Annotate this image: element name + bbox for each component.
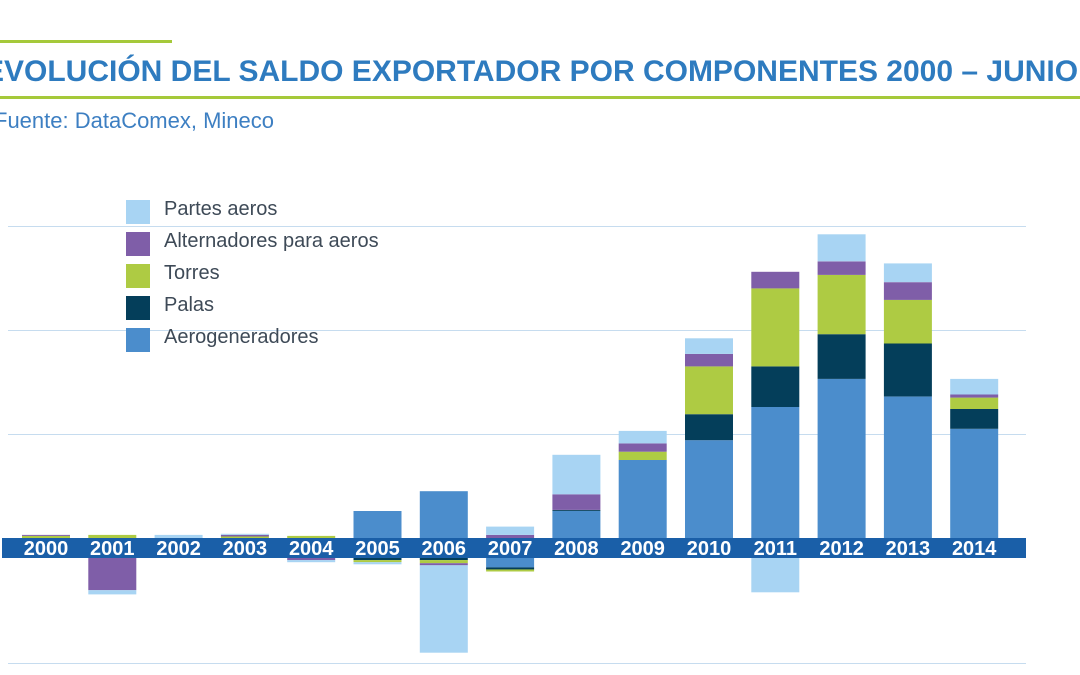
x-tick-label-2006: 2006	[422, 538, 467, 560]
chart-title: EVOLUCIÓN DEL SALDO EXPORTADOR POR COMPO…	[0, 52, 1080, 92]
bar-segment-alternadores-2003	[220, 534, 269, 537]
chart-title-text: EVOLUCIÓN DEL SALDO EXPORTADOR POR COMPO…	[0, 55, 1080, 88]
bar-segment-partes_aeros-2003	[220, 533, 269, 535]
bar-segment-aerogeneradores-2008	[552, 511, 601, 538]
bar-segment-alternadores-2014	[950, 394, 999, 398]
bar-segment-alternadores-2000	[22, 534, 70, 536]
legend-label: Alternadores para aeros	[164, 230, 379, 252]
bar-segment-alternadores-2008	[552, 494, 601, 510]
bar-segment-torres-2007	[486, 569, 535, 572]
bar-segment-partes_aeros-2009	[618, 430, 667, 444]
legend-swatch	[126, 232, 150, 256]
legend-swatch	[126, 264, 150, 288]
x-tick-label-2014: 2014	[952, 538, 997, 560]
bar-segment-torres-2004	[287, 535, 336, 538]
x-tick-label-2001: 2001	[90, 538, 135, 560]
legend-swatch	[126, 328, 150, 352]
bar-segment-aerogeneradores-2010	[685, 440, 733, 538]
bar-segment-torres-2011	[751, 288, 800, 367]
bar-segment-partes_aeros-2001	[88, 590, 137, 595]
bar-segment-partes_aeros-2012	[817, 234, 866, 262]
bar-segment-alternadores-2012	[817, 261, 866, 275]
bars-layer	[22, 234, 999, 653]
bar-segment-aerogeneradores-2005	[353, 511, 402, 538]
bar-segment-partes_aeros-2013	[883, 263, 932, 283]
bar-segment-palas-2014	[950, 409, 999, 429]
bar-segment-palas-2010	[685, 414, 733, 441]
bar-segment-alternadores-2001	[88, 558, 137, 591]
legend-label: Partes aeros	[164, 198, 278, 220]
bar-segment-alternadores-2009	[618, 443, 667, 452]
bar-segment-aerogeneradores-2009	[618, 460, 667, 538]
bar-segment-partes_aeros-2002	[154, 534, 203, 538]
legend-label: Aerogeneradores	[164, 326, 319, 348]
grid-layer	[8, 226, 1026, 664]
legend-swatch	[126, 200, 150, 224]
bar-segment-palas-2005	[353, 558, 402, 561]
x-tick-label-2007: 2007	[488, 538, 533, 560]
bar-segment-partes_aeros-2008	[552, 454, 601, 495]
bar-segment-partes_aeros-2014	[950, 378, 999, 395]
x-tick-label-2009: 2009	[620, 538, 665, 560]
bar-segment-partes_aeros-2007	[486, 526, 535, 535]
x-tick-label-2008: 2008	[554, 538, 599, 560]
bar-segment-aerogeneradores-2011	[751, 407, 800, 538]
bar-segment-torres-2005	[353, 560, 402, 563]
bar-segment-alternadores-2004	[287, 558, 336, 561]
bar-segment-torres-2001	[88, 534, 137, 538]
bar-segment-alternadores-2013	[883, 282, 932, 300]
bar-segment-torres-2009	[618, 451, 667, 460]
bar-segment-partes_aeros-2006	[419, 565, 468, 653]
x-tick-label-2002: 2002	[156, 538, 201, 560]
bar-segment-aerogeneradores-2012	[817, 378, 866, 538]
bar-segment-torres-2013	[883, 299, 932, 344]
bar-segment-partes_aeros-2004	[287, 560, 336, 563]
bar-segment-palas-2007	[486, 567, 535, 570]
x-tick-label-2005: 2005	[355, 538, 400, 560]
bar-segment-aerogeneradores-2007	[486, 558, 535, 568]
x-tick-label-2003: 2003	[223, 538, 268, 560]
bar-segment-aerogeneradores-2014	[950, 428, 999, 538]
x-tick-label-2012: 2012	[819, 538, 864, 560]
legend-label: Palas	[164, 294, 215, 316]
bar-segment-palas-2013	[883, 343, 932, 397]
bar-segment-palas-2011	[751, 366, 800, 407]
x-tick-label-2013: 2013	[886, 538, 931, 560]
source-note: Fuente: DataComex, Mineco	[0, 108, 275, 133]
bar-segment-alternadores-2006	[419, 563, 468, 566]
legend-label: Torres	[164, 262, 220, 284]
x-tick-label-2011: 2011	[754, 538, 797, 560]
bar-segment-torres-2014	[950, 397, 999, 409]
bar-segment-alternadores-2007	[486, 534, 535, 538]
x-tick-label-2010: 2010	[687, 538, 732, 560]
bar-segment-aerogeneradores-2006	[419, 491, 468, 538]
bar-segment-partes_aeros-2005	[353, 562, 402, 565]
accent-rule-top	[0, 40, 172, 43]
bar-segment-partes_aeros-2010	[685, 338, 733, 354]
bar-segment-aerogeneradores-2013	[883, 396, 932, 538]
axis-layer: 2000 2001 2002 2003 2004 2005 2006 2007 2008 2009…	[2, 538, 1026, 560]
bar-segment-torres-2006	[419, 560, 468, 564]
legend-swatch	[126, 296, 150, 320]
accent-rule-title	[0, 96, 1080, 99]
bar-segment-torres-2010	[685, 366, 733, 415]
bar-segment-torres-2003	[220, 536, 269, 538]
bar-segment-alternadores-2011	[751, 271, 800, 289]
bar-segment-palas-2006	[419, 558, 468, 561]
x-tick-label-2004: 2004	[289, 538, 334, 560]
x-tick-label-2000: 2000	[24, 538, 69, 560]
x-axis-band	[2, 538, 1026, 558]
bar-segment-alternadores-2010	[685, 353, 733, 367]
bar-segment-partes_aeros-2011	[751, 558, 800, 593]
bar-segment-palas-2008	[552, 509, 601, 511]
bar-segment-torres-2012	[817, 274, 866, 335]
bar-segment-torres-2000	[22, 535, 70, 538]
bar-segment-palas-2012	[817, 334, 866, 379]
